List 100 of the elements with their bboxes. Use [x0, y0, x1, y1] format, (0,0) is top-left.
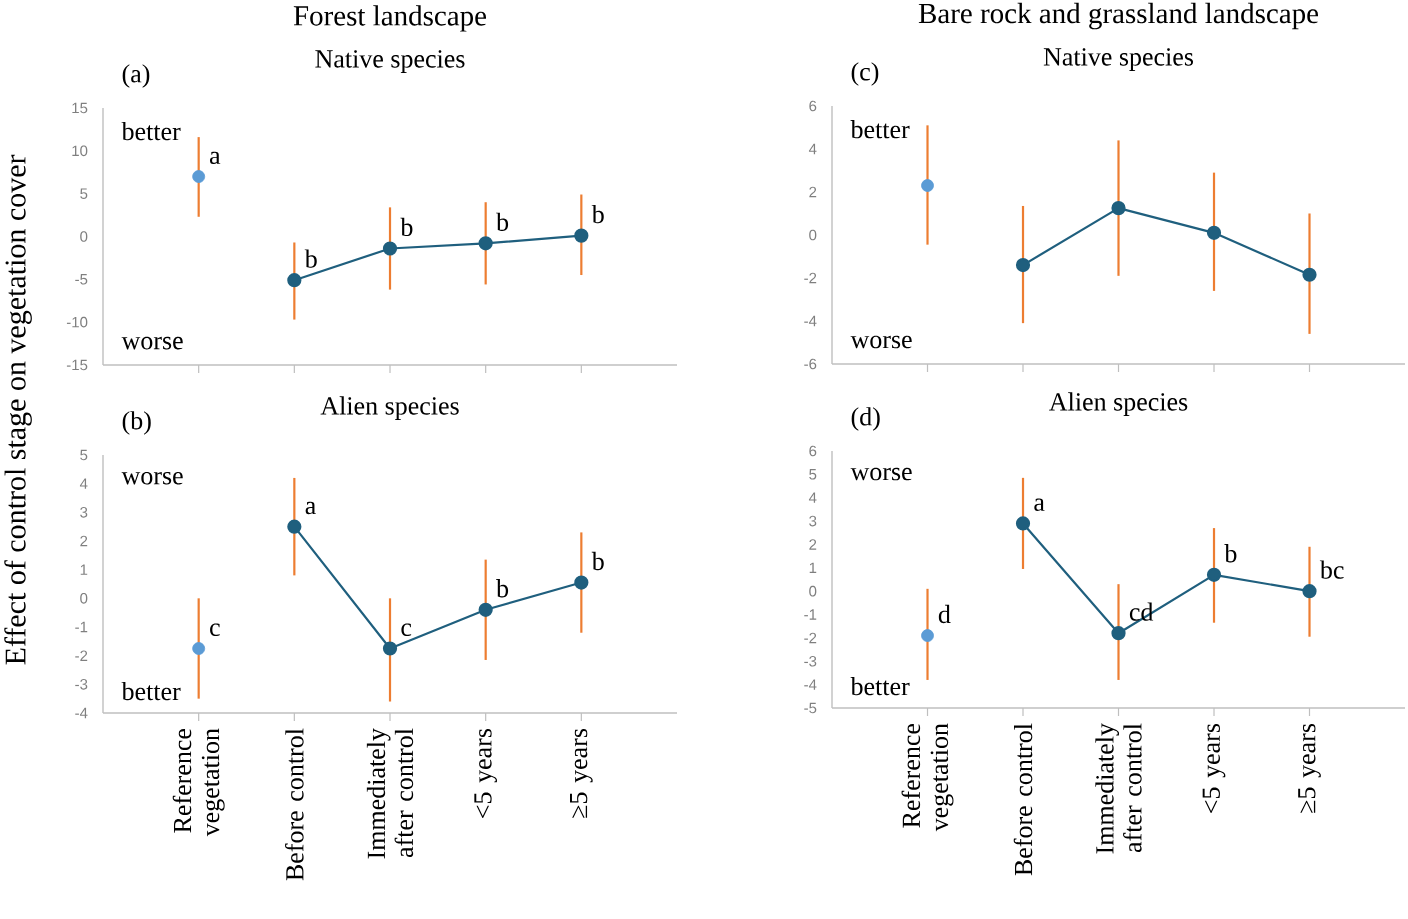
point [382, 241, 398, 256]
y-tick-label: 4 [79, 478, 88, 489]
point [1302, 267, 1317, 282]
point [1206, 567, 1222, 582]
y-tick-label: 10 [72, 145, 88, 157]
annotation: b [1224, 544, 1237, 563]
y-tick-label: -2 [804, 272, 817, 284]
point [478, 236, 493, 251]
annotation: a [209, 151, 221, 165]
y-tick-label: 2 [80, 535, 88, 547]
y-tick-label: -10 [66, 316, 88, 328]
annotation: b [496, 212, 509, 231]
y-tick-label: -1 [804, 609, 817, 620]
x-tick-label: <5 years [474, 728, 497, 818]
y-tick-label: 0 [809, 229, 817, 241]
y-tick-label: -4 [75, 707, 88, 719]
y-tick-label: -3 [75, 679, 88, 690]
point [1015, 257, 1031, 273]
point [287, 273, 302, 288]
point [192, 170, 206, 183]
annotation: b [400, 217, 413, 237]
annotation: better [121, 121, 181, 141]
y-tick-label: -6 [804, 358, 817, 370]
y-tick-label: -4 [804, 315, 817, 327]
point [574, 575, 589, 590]
y-tick-label: 3 [80, 507, 88, 518]
y-tick-label: 2 [809, 186, 817, 198]
annotation: c [401, 623, 412, 637]
point [1302, 584, 1317, 599]
y-tick-label: -2 [75, 650, 88, 661]
point [478, 602, 493, 617]
y-tick-label: 5 [809, 469, 817, 480]
y-tick-label: 0 [80, 593, 88, 604]
point [574, 228, 589, 243]
text: (c) [851, 62, 879, 86]
y-tick-label: 3 [809, 515, 817, 527]
annotation: a [305, 501, 316, 515]
y-tick-label: -2 [804, 632, 817, 644]
y-tick-label: 6 [809, 445, 817, 457]
y-tick-label: 0 [809, 585, 817, 597]
annotation: d [938, 604, 951, 624]
y-tick-label: 5 [80, 449, 88, 461]
chart-title: Alien species [320, 396, 459, 420]
point [921, 179, 934, 192]
point [1111, 201, 1126, 216]
x-tick-label: ≥5 years [1298, 723, 1321, 813]
annotation: c [210, 623, 220, 637]
y-tick-label: 6 [809, 100, 817, 112]
annotation: better [121, 681, 181, 701]
text: (d) [851, 407, 880, 431]
text: (b) [122, 411, 151, 435]
annotation: worse [850, 335, 912, 349]
annotation: worse [121, 336, 183, 350]
annotation: better [850, 120, 910, 139]
x-tick-label: Immediately after control [366, 728, 414, 859]
y-tick-label: 4 [808, 143, 817, 155]
annotation: worse [121, 471, 183, 485]
y-tick-label: -1 [75, 621, 88, 633]
annotation: cd [1129, 602, 1154, 621]
text: Forest landscape [293, 5, 487, 32]
point [1015, 516, 1031, 531]
y-tick-label: -15 [66, 359, 88, 371]
x-tick-label: Reference vegetation [901, 723, 954, 832]
y-axis-title: Effect of control stage on vegetation cover [4, 154, 32, 665]
point [1206, 225, 1222, 240]
y-tick-label: 1 [809, 562, 817, 573]
text: (a) [122, 64, 150, 88]
y-tick-label: 2 [809, 539, 817, 550]
y-tick-label: 5 [80, 188, 88, 199]
y-tick-label: 0 [80, 231, 88, 242]
y-tick-label: -4 [804, 679, 817, 690]
x-tick-label: Reference vegetation [172, 728, 225, 837]
point [382, 641, 398, 656]
y-tick-label: 4 [808, 492, 817, 503]
annotation: bc [1319, 560, 1344, 579]
x-tick-label: Before control [1013, 723, 1033, 876]
y-tick-label: 1 [80, 564, 88, 575]
y-tick-label: -5 [804, 702, 817, 714]
text: Bare rock and grassland landscape [918, 2, 1319, 30]
x-tick-label: Immediately after control [1095, 723, 1142, 854]
x-tick-label: ≥5 years [570, 728, 593, 818]
chart-title: Native species [1043, 48, 1194, 71]
x-tick-label: <5 years [1202, 723, 1226, 813]
annotation: a [1034, 498, 1045, 512]
annotation: b [591, 551, 604, 571]
point [1111, 626, 1126, 641]
annotation: better [850, 677, 910, 696]
y-tick-label: -5 [75, 274, 88, 285]
point [287, 519, 302, 534]
chart-title: Alien species [1049, 392, 1188, 416]
y-tick-label: -3 [804, 655, 817, 667]
chart-title: Native species [315, 50, 465, 73]
point [921, 629, 934, 642]
point [192, 642, 206, 655]
annotation: b [591, 204, 604, 224]
annotation: b [304, 249, 317, 268]
x-tick-label: Before control [285, 728, 304, 881]
annotation: worse [850, 467, 912, 481]
annotation: b [496, 579, 509, 598]
y-tick-label: 15 [72, 102, 88, 114]
